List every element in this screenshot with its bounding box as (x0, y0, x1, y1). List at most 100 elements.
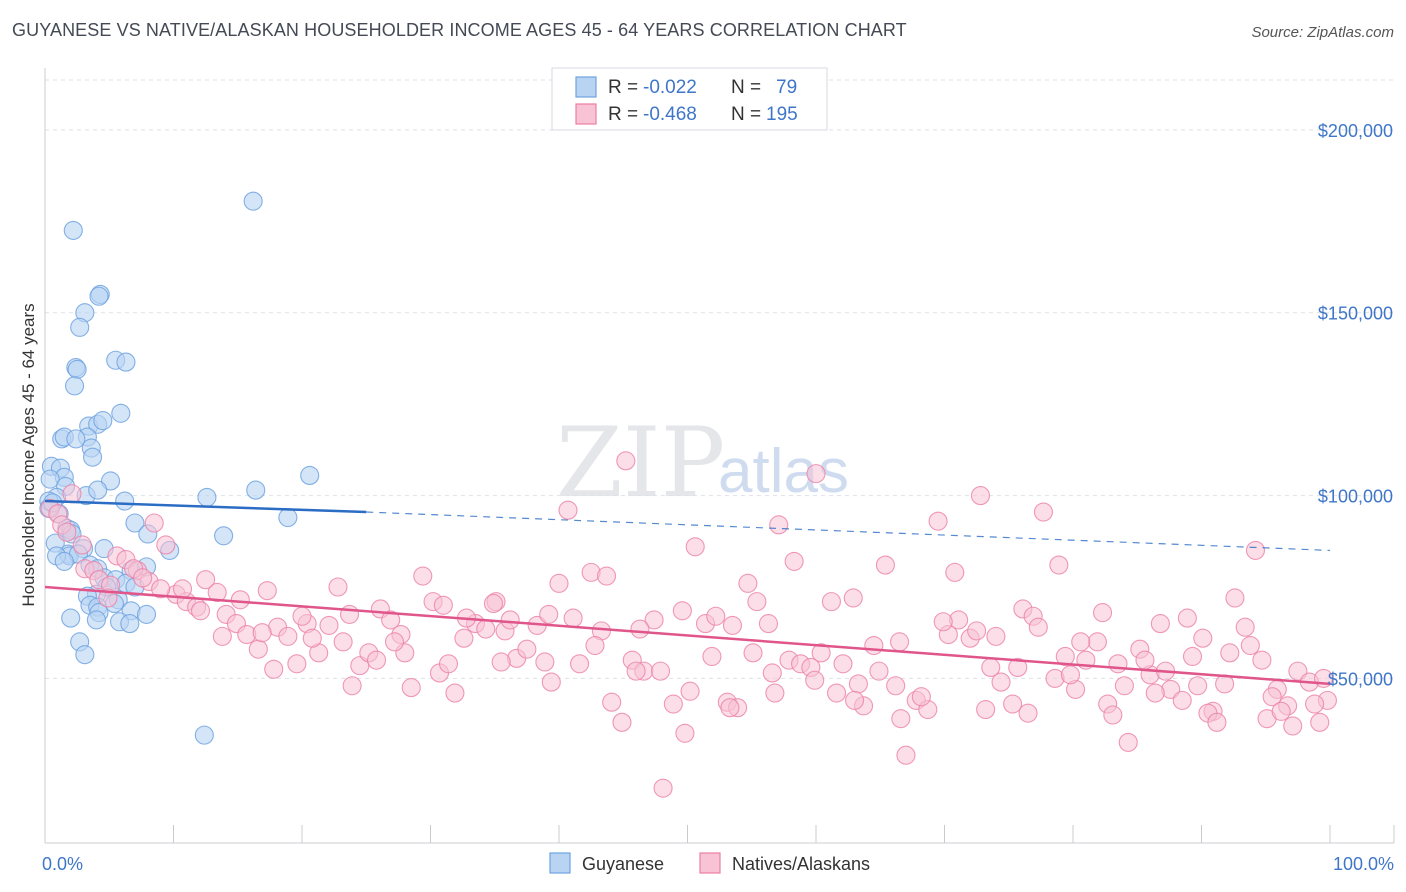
natives-point (833, 654, 853, 674)
natives-point (612, 712, 632, 732)
natives-point (1305, 694, 1325, 714)
natives-point (333, 632, 353, 652)
natives-point (1193, 628, 1213, 648)
natives-trend-line (44, 585, 1331, 686)
natives-point (1225, 588, 1245, 608)
natives-point (616, 451, 636, 471)
y-tick-label: $100,000 (1318, 487, 1393, 507)
natives-point (133, 568, 153, 588)
natives-point (339, 604, 360, 624)
natives-point (535, 652, 555, 672)
natives-point (454, 628, 474, 648)
natives-point (663, 694, 683, 714)
trend-lines (44, 499, 1331, 686)
natives-point (62, 484, 82, 504)
natives-point (302, 628, 322, 648)
natives-point (911, 687, 931, 707)
natives-point (563, 608, 583, 628)
natives-point (653, 778, 673, 798)
chart-title: GUYANESE VS NATIVE/ALASKAN HOUSEHOLDER I… (12, 20, 907, 40)
natives-point (1245, 540, 1266, 560)
guyanese-point (197, 487, 217, 507)
natives-point (384, 632, 405, 652)
natives-point (1172, 690, 1192, 710)
natives-point (1240, 635, 1260, 656)
natives-point (769, 515, 789, 535)
natives-point (539, 604, 559, 624)
natives-point (570, 654, 590, 674)
natives-point (1055, 646, 1075, 667)
natives-point (491, 652, 511, 672)
natives-point (1310, 712, 1330, 732)
natives-point (381, 610, 401, 630)
natives-point (1103, 705, 1123, 725)
guyanese-trend-line (44, 499, 367, 514)
natives-point (483, 593, 504, 614)
natives-point (196, 570, 216, 590)
y-tick-label: $50,000 (1328, 669, 1393, 689)
natives-point (151, 579, 171, 599)
guyanese-point (278, 507, 298, 528)
natives-point (72, 535, 92, 555)
guyanese-trend-extension (366, 511, 1331, 552)
natives-point (1087, 632, 1107, 652)
legend-n-label-1: N = (731, 77, 761, 98)
natives-point (891, 709, 911, 729)
natives-point (886, 676, 906, 696)
natives-point (875, 555, 895, 575)
natives-point (1220, 643, 1240, 663)
legend-r-label-1: R = (608, 77, 638, 98)
legend-swatch-natives (575, 103, 597, 125)
natives-point (1118, 732, 1138, 752)
natives-point (585, 635, 605, 656)
natives-point (720, 698, 740, 718)
natives-point (986, 626, 1006, 646)
guyanese-point (100, 471, 121, 491)
natives-point (1207, 712, 1227, 732)
natives-point (844, 690, 865, 710)
guyanese-point (89, 286, 109, 306)
natives-point (675, 723, 695, 743)
natives-point (806, 464, 826, 484)
natives-point (1145, 683, 1165, 703)
natives-point (821, 592, 841, 612)
natives-point (1114, 676, 1134, 696)
natives-point (230, 590, 250, 610)
natives-point (1150, 614, 1170, 634)
natives-point (596, 566, 617, 586)
source-label: Source: ZipAtlas.com (1251, 24, 1394, 41)
natives-point (445, 683, 465, 703)
guyanese-point (214, 526, 234, 546)
natives-point (626, 661, 646, 681)
natives-point (517, 639, 537, 659)
y-tick-labels: $50,000 $100,000 $150,000 $200,000 (1318, 121, 1393, 690)
natives-point (702, 646, 722, 667)
legend-n-value-1: 79 (776, 77, 797, 98)
natives-point (98, 588, 118, 608)
natives-point (630, 619, 650, 639)
guyanese-point (115, 491, 135, 511)
natives-point (342, 676, 362, 696)
natives-point (156, 535, 176, 555)
guyanese-point (54, 551, 74, 571)
natives-point (896, 745, 916, 765)
natives-point (476, 619, 496, 639)
natives-point (843, 588, 863, 608)
natives-point (1071, 632, 1091, 652)
natives-point (207, 582, 227, 603)
natives-point (212, 626, 232, 646)
natives-point (1188, 676, 1208, 696)
natives-point (848, 674, 868, 694)
bottom-swatch-guyanese (549, 852, 571, 874)
guyanese-point (82, 447, 103, 467)
natives-point (967, 621, 987, 641)
natives-point (264, 659, 284, 679)
natives-point (644, 610, 664, 630)
legend-swatch-guyanese (575, 76, 597, 98)
natives-point (602, 692, 622, 712)
natives-point (1003, 694, 1023, 714)
natives-point (743, 643, 763, 663)
legend-n-value-2: 195 (766, 104, 798, 125)
watermark-zip: ZIP (556, 407, 725, 519)
guyanese-point (116, 352, 136, 372)
